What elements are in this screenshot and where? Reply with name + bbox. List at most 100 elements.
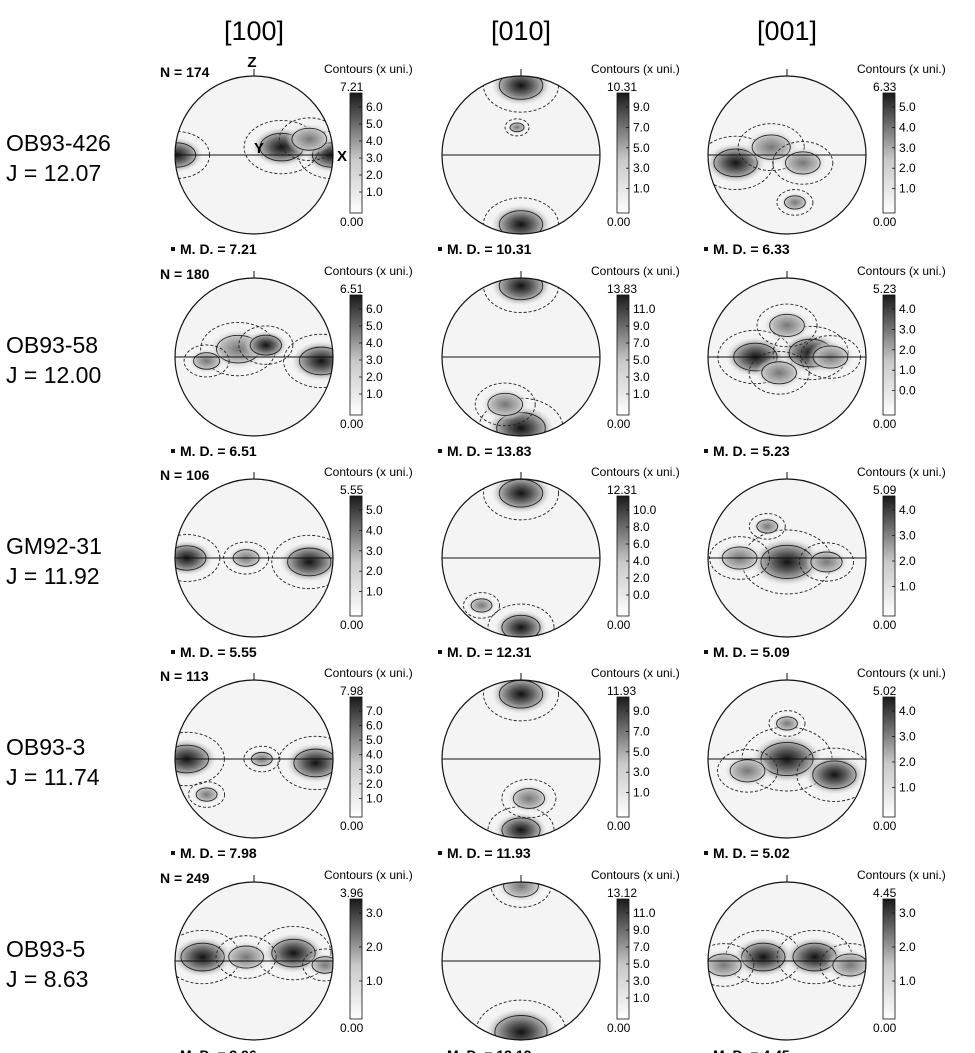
- max-density-label: M. D. = 5.55: [180, 644, 257, 660]
- colorbar-max: 3.96: [340, 886, 364, 900]
- contour-line: [509, 122, 525, 133]
- pole-figure: Contours (x uni.) 5.024.0 3.0 2.0 1.0 0.00 M. …: [704, 666, 946, 861]
- colorbar-tick-label: 1.0: [366, 387, 383, 401]
- contour-line: [271, 938, 316, 968]
- colorbar-min: 0.00: [340, 417, 364, 431]
- colorbar-tick-label: 1.0: [899, 182, 916, 196]
- colorbar-tick-label: 5.0: [633, 745, 650, 759]
- colorbar-max: 6.33: [873, 80, 897, 94]
- max-density-label: M. D. = 4.45: [713, 1047, 790, 1053]
- contour-line: [311, 956, 333, 974]
- contour-line: [799, 542, 854, 582]
- colorbar-tick-label: 9.0: [633, 100, 650, 114]
- contour-line: [796, 747, 866, 802]
- pole-figure: Contours (x uni.) 11.93 9.0 7.0 5.0 3.0 1.0 0.0…: [438, 666, 680, 861]
- colorbar-min: 0.00: [607, 819, 631, 833]
- sample-row: OB93-426 J = 12.07 N = 174 Z Y X Contours (x u…: [6, 54, 946, 257]
- colorbar-title: Contours (x uni.): [857, 868, 946, 882]
- contour-line: [812, 760, 857, 790]
- colorbar-tick-label: 7.0: [633, 940, 650, 954]
- contour-line: [748, 351, 810, 395]
- colorbar-tick-label: 5.0: [899, 100, 916, 114]
- colorbar: [616, 92, 630, 214]
- colorbar-tick-label: 2.0: [899, 940, 916, 954]
- contour-line: [713, 148, 758, 178]
- md-marker-icon: [704, 650, 708, 654]
- contour-line: [756, 303, 818, 348]
- colorbar-tick-label: 10.0: [633, 503, 657, 517]
- texture-index: J = 12.00: [6, 362, 101, 388]
- colorbar-title: Contours (x uni.): [324, 868, 413, 882]
- colorbar-tick-label: 3.0: [899, 730, 916, 744]
- colorbar-max: 10.31: [607, 80, 637, 94]
- colorbar: [349, 696, 363, 818]
- texture-index: J = 12.07: [6, 160, 101, 186]
- contour-line: [819, 943, 866, 987]
- colorbar-tick-label: 1.0: [899, 363, 916, 377]
- pole-figure: Contours (x uni.) 7.987.06.05.04.03.02.01…: [171, 666, 413, 861]
- colorbar-title: Contours (x uni.): [591, 264, 680, 278]
- colorbar-tick-label: 11.0: [633, 906, 656, 920]
- md-marker-icon: [704, 449, 708, 453]
- colorbar-min: 0.00: [873, 618, 897, 632]
- contour-line: [215, 935, 277, 979]
- max-density-label: M. D. = 7.98: [180, 845, 257, 861]
- contour-line: [512, 788, 545, 809]
- colorbar-max: 5.02: [873, 684, 897, 698]
- contour-line: [737, 123, 805, 172]
- contour-line: [193, 352, 221, 370]
- colorbar-title: Contours (x uni.): [591, 62, 680, 76]
- contour-line: [283, 333, 333, 389]
- contour-line: [717, 749, 778, 793]
- colorbar-tick-label: 1.0: [366, 791, 383, 805]
- contour-line: [483, 479, 559, 521]
- md-marker-icon: [171, 851, 175, 855]
- column-header-1: [010]: [491, 16, 551, 46]
- md-marker-icon: [438, 851, 442, 855]
- colorbar-tick-label: 4.0: [366, 748, 383, 762]
- contour-line: [501, 778, 557, 819]
- colorbar: [882, 696, 896, 818]
- pole-figure: Contours (x uni.) 13.83 11.0 9.0 7.0 5.0 3.0 1.…: [438, 264, 680, 459]
- colorbar-tick-label: 1.0: [899, 580, 916, 594]
- colorbar-tick-label: 5.0: [366, 733, 383, 747]
- colorbar: [349, 294, 363, 416]
- colorbar-tick-label: 9.0: [633, 319, 650, 333]
- contour-line: [183, 344, 230, 378]
- max-density-label: M. D. = 12.31: [447, 644, 532, 660]
- colorbar-max: 5.55: [340, 483, 364, 497]
- contour-line: [470, 598, 493, 613]
- colorbar-tick-label: 1.0: [899, 781, 916, 795]
- colorbar-min: 0.00: [873, 819, 897, 833]
- colorbar-tick-label: 6.0: [366, 100, 383, 114]
- colorbar-tick-label: 2.0: [899, 161, 916, 175]
- pole-figure: Z Y X Contours (x uni.) 7.216.0 5.0 4.0 3.0 2.0 1…: [171, 54, 413, 257]
- sample-row: OB93-58J = 12.00N = 180 Contours (x uni.)…: [6, 264, 946, 459]
- colorbar-tick-label: 6.0: [366, 719, 383, 733]
- contour-line: [748, 513, 786, 540]
- colorbar-min: 0.00: [340, 618, 364, 632]
- pole-figure: Contours (x uni.) 6.335.0 4.0 3.0 2.0 1.0 0.00…: [704, 62, 946, 257]
- colorbar-tick-label: 11.0: [633, 302, 656, 316]
- colorbar-tick-label: 3.0: [633, 161, 650, 175]
- contour-line: [298, 346, 333, 376]
- md-marker-icon: [704, 247, 708, 251]
- md-marker-icon: [171, 449, 175, 453]
- colorbar-tick-label: 3.0: [366, 151, 383, 165]
- colorbar-tick-label: 5.0: [366, 503, 383, 517]
- colorbar-max: 7.98: [340, 684, 364, 698]
- colorbar-tick-label: 9.0: [633, 923, 650, 937]
- contour-line: [708, 953, 742, 977]
- colorbar-tick-label: 8.0: [633, 520, 650, 534]
- grain-count: N = 113: [160, 668, 209, 684]
- sample-row: OB93-3 J = 11.74 N = 113 Contours (x uni.) 7…: [6, 666, 946, 861]
- colorbar-tick-label: 2.0: [366, 777, 383, 791]
- contour-line: [474, 382, 536, 427]
- contour-line: [769, 313, 805, 337]
- pole-figure: Contours (x uni.) 13.12 11.0 9.0 7.0 5.0 3.0 1.…: [441, 868, 680, 1053]
- colorbar-tick-label: 2.0: [366, 370, 383, 384]
- texture-index: J = 11.92: [6, 563, 100, 589]
- colorbar-tick-label: 4.0: [366, 523, 383, 537]
- colorbar-tick-label: 3.0: [899, 322, 916, 336]
